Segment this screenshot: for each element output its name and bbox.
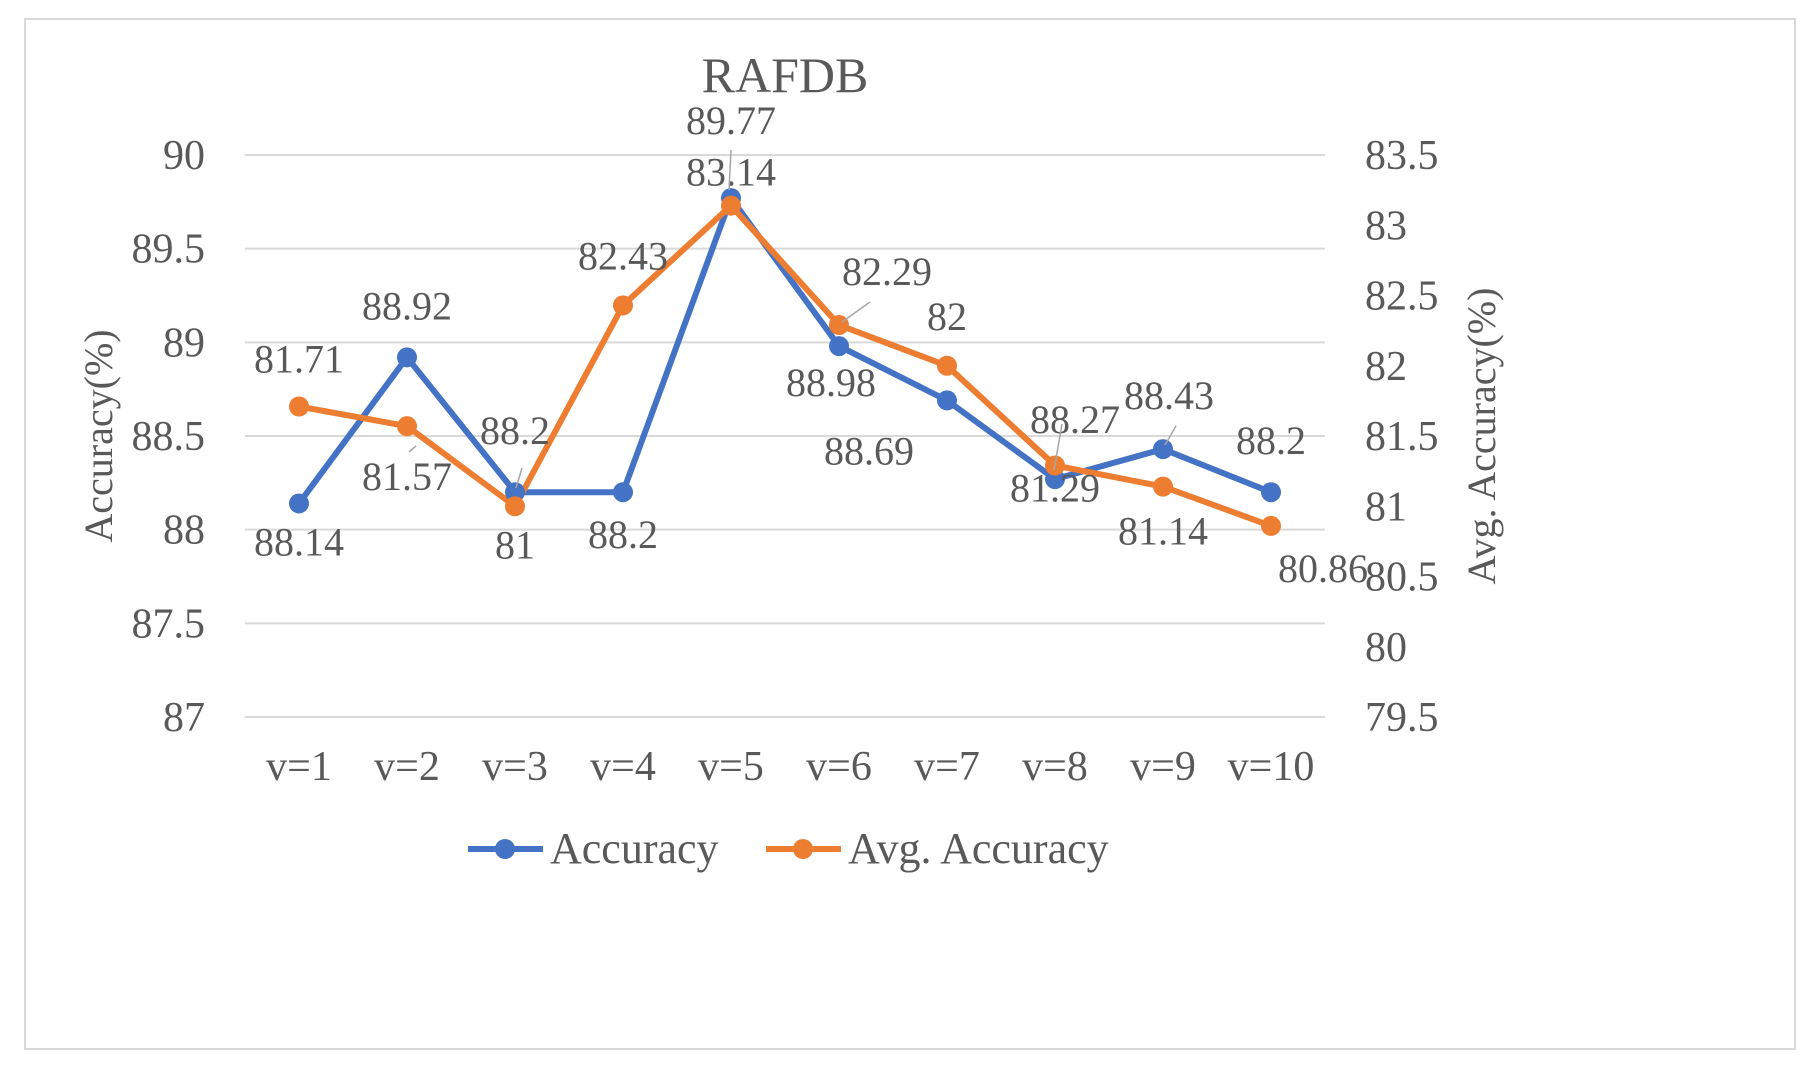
avg-accuracy-point	[721, 195, 741, 216]
legend-accuracy-label: Accuracy	[550, 824, 719, 873]
y2-tick-label: 82.5	[1365, 274, 1439, 320]
avg-accuracy-data-label: 81.29	[1010, 466, 1100, 511]
x-tick-label: v=6	[806, 744, 872, 790]
avg-accuracy-line	[296, 202, 1274, 529]
avg-accuracy-point	[289, 396, 309, 417]
avg-accuracy-data-label: 81.14	[1118, 509, 1208, 554]
accuracy-point	[937, 390, 957, 411]
chart-frame	[24, 18, 1796, 1050]
accuracy-data-label: 88.14	[254, 519, 344, 564]
avg-accuracy-data-label: 82	[927, 294, 967, 339]
accuracy-data-label: 88.69	[824, 428, 914, 473]
x-tick-label: v=8	[1022, 744, 1088, 790]
x-tick-label: v=3	[482, 744, 548, 790]
chart-title: RAFDB	[702, 47, 869, 103]
avg-accuracy-point	[505, 496, 525, 517]
accuracy-point	[289, 493, 309, 514]
data-label-leader	[1053, 423, 1063, 471]
accuracy-point	[397, 347, 417, 368]
avg-accuracy-data-label: 82.29	[842, 249, 932, 294]
y2-tick-label: 82	[1365, 344, 1407, 390]
accuracy-data-label: 88.43	[1124, 373, 1214, 418]
y2-tick-label: 83	[1365, 203, 1407, 249]
avg-accuracy-point	[937, 355, 957, 376]
y-tick-label: 88	[163, 508, 205, 554]
accuracy-point	[1153, 439, 1173, 460]
x-tick-label: v=4	[590, 744, 656, 790]
y2-tick-label: 80	[1365, 625, 1407, 671]
avg-accuracy-point	[829, 315, 849, 336]
y-tick-label: 87.5	[132, 601, 206, 647]
avg-accuracy-point	[397, 416, 417, 437]
y2-tick-label: 80.5	[1365, 555, 1439, 601]
accuracy-data-label: 88.92	[362, 283, 452, 328]
legend-accuracy-marker	[495, 839, 515, 859]
accuracy-point	[829, 336, 849, 357]
y-tick-label: 89	[163, 320, 205, 366]
data-label-leader	[408, 445, 417, 453]
accuracy-data-label: 88.2	[588, 512, 658, 557]
accuracy-data-label: 88.2	[480, 408, 550, 453]
avg-accuracy-point	[1261, 515, 1281, 536]
accuracy-data-label: 89.77	[686, 98, 776, 143]
data-label-leader	[728, 149, 732, 191]
y2-tick-label: 79.5	[1365, 695, 1439, 741]
accuracy-data-label: 88.2	[1236, 418, 1306, 463]
y-tick-label: 89.5	[132, 227, 206, 273]
avg-accuracy-data-label: 81.57	[362, 454, 452, 499]
y-tick-label: 88.5	[132, 414, 206, 460]
accuracy-point	[613, 482, 633, 503]
data-label-leader	[515, 467, 523, 489]
avg-accuracy-point	[1153, 476, 1173, 497]
x-tick-label: v=10	[1228, 744, 1315, 790]
y-axis-label: Accuracy(%)	[76, 329, 121, 542]
y2-axis-label: Avg. Accuracy(%)	[1459, 288, 1504, 585]
avg-accuracy-data-label: 81.71	[254, 336, 344, 381]
avg-accuracy-data-label: 81	[495, 522, 535, 567]
avg-accuracy-point	[613, 295, 633, 316]
accuracy-data-label: 88.27	[1030, 397, 1120, 442]
accuracy-point	[1261, 482, 1281, 503]
data-label-leader	[841, 301, 871, 323]
x-tick-label: v=1	[266, 744, 332, 790]
x-tick-label: v=7	[914, 744, 980, 790]
accuracy-data-label: 88.98	[786, 360, 876, 405]
x-tick-label: v=9	[1130, 744, 1196, 790]
accuracy-point	[505, 482, 525, 503]
avg-accuracy-data-label: 82.43	[578, 233, 668, 278]
legend-avg-accuracy-marker	[793, 839, 813, 859]
y-tick-label: 87	[163, 695, 205, 741]
x-tick-label: v=2	[374, 744, 440, 790]
accuracy-line	[296, 195, 1274, 507]
avg-accuracy-data-label: 80.86	[1278, 546, 1368, 591]
y2-tick-label: 81.5	[1365, 414, 1439, 460]
legend-avg-accuracy-label: Avg. Accuracy	[848, 824, 1109, 873]
y2-tick-label: 83.5	[1365, 133, 1439, 179]
x-tick-label: v=5	[698, 744, 764, 790]
y-tick-label: 90	[163, 133, 205, 179]
data-label-leader	[1164, 425, 1177, 446]
y2-tick-label: 81	[1365, 484, 1407, 530]
